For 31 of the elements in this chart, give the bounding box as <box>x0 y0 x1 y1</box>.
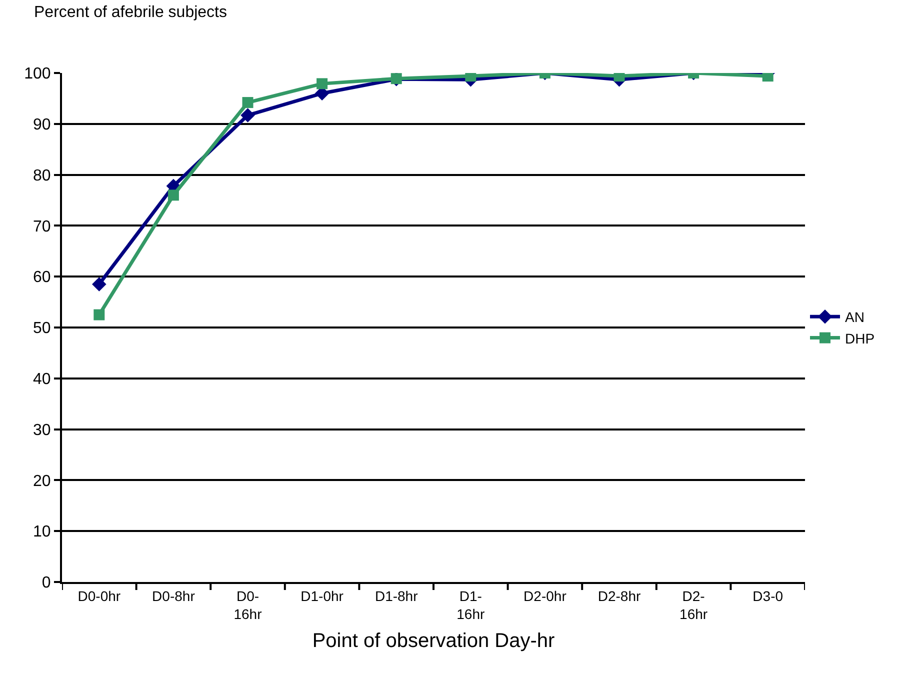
x-tick-label: D3-0 <box>752 588 784 604</box>
x-tick-label: D2-0hr <box>524 588 567 604</box>
y-tick-label: 30 <box>33 422 51 439</box>
x-tick-label: D0-8hr <box>152 588 196 604</box>
x-tick-label: D1-8hr <box>374 588 418 604</box>
y-axis-title: Percent of afebrile subjects <box>34 4 227 21</box>
y-tick-label: 40 <box>33 371 51 388</box>
point <box>240 108 255 122</box>
point <box>242 97 254 108</box>
y-tick-label: 20 <box>33 472 51 490</box>
x-tick-label: D0-16hr <box>234 588 262 622</box>
point <box>94 309 105 320</box>
legend-label: DHP <box>845 330 875 346</box>
y-tick-label: 0 <box>42 574 51 592</box>
x-tick-label: D2-16hr <box>680 588 708 622</box>
y-tick-label: 50 <box>33 320 51 338</box>
x-tick-label: D2-8hr <box>598 588 641 604</box>
point <box>92 277 106 292</box>
x-tick-label: D1-0hr <box>300 588 344 604</box>
point <box>168 190 179 201</box>
x-tick-label: D0-0hr <box>78 588 121 604</box>
x-tick-label: D1-16hr <box>456 588 485 622</box>
y-tick-label: 70 <box>33 218 51 236</box>
point <box>316 78 328 90</box>
y-tick-label: 80 <box>33 167 51 184</box>
y-tick-label: 90 <box>33 116 51 134</box>
x-axis-title: Point of observation Day-hr <box>312 630 556 652</box>
y-tick-label: 10 <box>33 524 51 541</box>
y-tick-label: 60 <box>33 269 51 286</box>
y-tick-label: 100 <box>24 66 51 83</box>
legend-label: AN <box>845 309 864 326</box>
